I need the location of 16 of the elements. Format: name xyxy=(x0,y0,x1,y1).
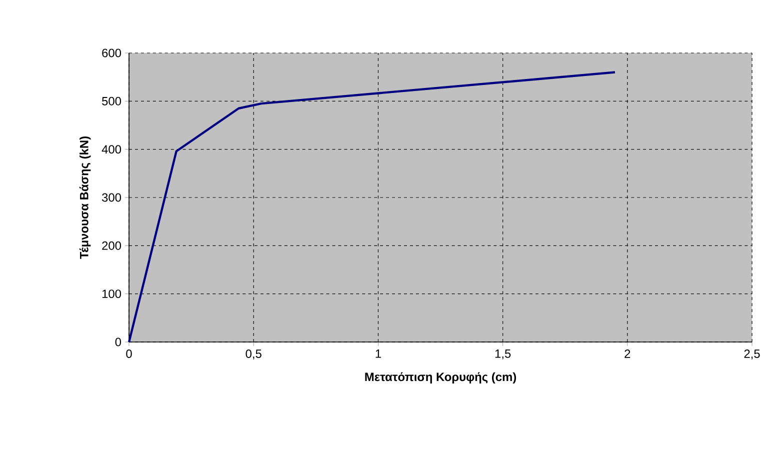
y-tick-label: 0 xyxy=(115,338,122,346)
x-tick-label: 2 xyxy=(624,350,630,358)
y-tick-label: 400 xyxy=(102,145,122,154)
x-tick-label: 0 xyxy=(126,350,132,358)
x-tick-label: 0,5 xyxy=(246,350,262,360)
y-tick-label: 500 xyxy=(102,96,122,106)
y-tick-label: 200 xyxy=(102,241,122,250)
x-tick-label: 1,5 xyxy=(495,350,511,360)
y-tick-label: 100 xyxy=(102,290,122,298)
y-tick-label: 300 xyxy=(102,193,122,202)
x-tick-label: 1 xyxy=(376,350,381,358)
y-axis-title: Τέμνουσα Βάσης (kN) xyxy=(79,136,91,259)
x-tick-label: 2,5 xyxy=(744,350,760,360)
line-series xyxy=(128,71,616,344)
x-axis-title: Μετατόπιση Κορυφής (cm) xyxy=(365,372,516,384)
y-tick-label: 600 xyxy=(102,48,122,58)
